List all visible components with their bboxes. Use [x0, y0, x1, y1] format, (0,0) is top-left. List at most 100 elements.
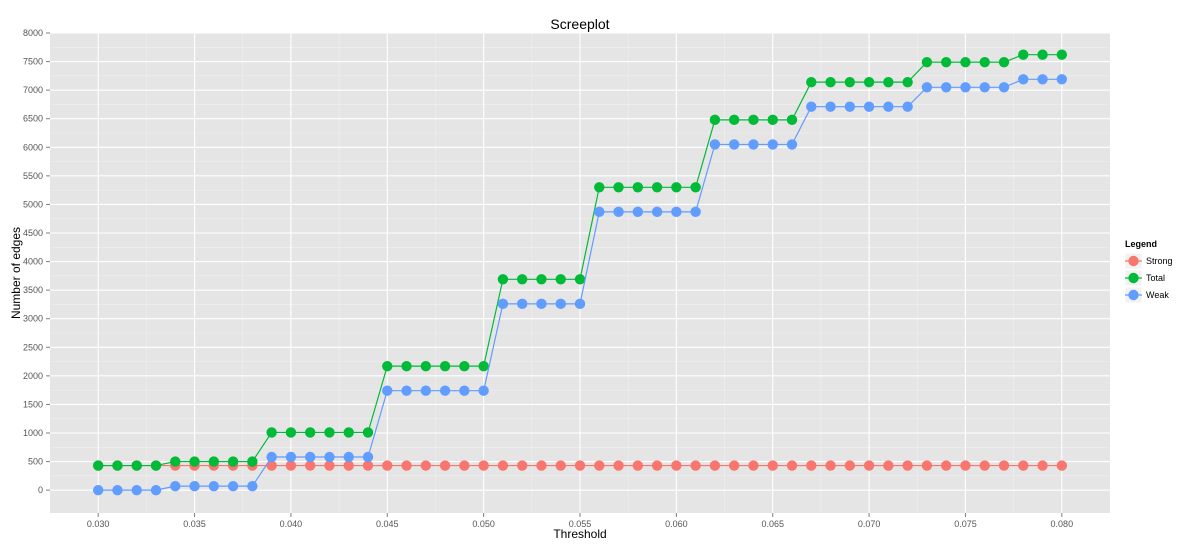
point-strong: [343, 460, 354, 471]
x-axis-ticks: 0.030 0.035 0.040 0.045 0.050 0.055 0.060 0.065…: [87, 513, 1073, 529]
point-total: [786, 114, 798, 126]
point-total: [613, 182, 624, 193]
point-total: [921, 56, 933, 68]
y-tick-label: 7500: [23, 57, 43, 67]
point-total: [594, 182, 605, 193]
y-axis-ticks: 0 500 1000 1500 2000 2500 3000 3500 4000 4500 5000…: [23, 28, 50, 495]
point-weak: [574, 298, 586, 310]
point-total: [748, 114, 759, 126]
y-tick-label: 3500: [23, 285, 43, 295]
legend-label-total: Total: [1146, 273, 1165, 283]
point-weak: [227, 480, 239, 492]
point-weak: [671, 206, 682, 218]
legend: Legend Strong Total Weak: [1124, 239, 1173, 304]
point-total: [728, 114, 740, 126]
y-tick-label: 6500: [23, 114, 43, 124]
point-total: [979, 56, 990, 68]
point-weak: [362, 451, 374, 463]
point-total: [189, 456, 200, 467]
point-total: [825, 76, 836, 88]
point-strong: [594, 460, 605, 471]
x-tick-label: 0.035: [183, 519, 206, 529]
point-strong: [266, 460, 277, 471]
point-strong: [362, 460, 374, 471]
point-total: [304, 427, 316, 438]
point-strong: [883, 460, 894, 471]
point-weak: [1037, 74, 1048, 85]
point-strong: [304, 460, 316, 471]
point-weak: [690, 206, 701, 218]
point-total: [150, 460, 162, 471]
point-strong: [497, 460, 509, 471]
point-total: [382, 360, 393, 372]
y-tick-label: 3000: [23, 314, 43, 324]
point-weak: [516, 298, 528, 310]
point-total: [131, 460, 142, 471]
point-weak: [825, 101, 836, 112]
point-total: [1018, 49, 1029, 60]
x-tick-label: 0.060: [665, 519, 688, 529]
point-strong: [1018, 460, 1029, 471]
point-strong: [709, 460, 721, 471]
point-total: [902, 76, 913, 88]
point-weak: [709, 139, 721, 150]
y-tick-label: 1000: [23, 428, 43, 438]
point-total: [170, 456, 181, 467]
point-strong: [439, 460, 451, 471]
point-total: [362, 427, 374, 438]
point-strong: [382, 460, 393, 471]
point-strong: [420, 460, 432, 471]
point-weak: [112, 484, 123, 496]
y-tick-label: 4500: [23, 228, 43, 238]
y-tick-label: 2000: [23, 371, 43, 381]
point-total: [767, 114, 778, 126]
point-strong: [921, 460, 933, 471]
point-weak: [863, 101, 875, 112]
y-tick-label: 1500: [23, 399, 43, 409]
point-total: [516, 274, 528, 285]
point-weak: [651, 206, 663, 218]
point-weak: [459, 385, 470, 396]
point-total: [709, 114, 721, 126]
point-weak: [324, 451, 335, 463]
point-strong: [767, 460, 778, 471]
y-tick-label: 5500: [23, 171, 43, 181]
point-total: [112, 460, 123, 471]
point-total: [690, 182, 701, 193]
point-weak: [266, 451, 277, 463]
point-total: [439, 360, 451, 372]
point-strong: [960, 460, 971, 471]
point-weak: [247, 480, 258, 492]
y-tick-label: 7000: [23, 85, 43, 95]
point-total: [478, 360, 489, 372]
data-series: [92, 49, 1068, 496]
point-total: [1037, 49, 1048, 60]
point-total: [497, 274, 509, 285]
point-strong: [555, 460, 566, 471]
x-tick-label: 0.080: [1051, 519, 1074, 529]
point-weak: [420, 385, 432, 396]
legend-point-weak: [1128, 289, 1139, 301]
point-strong: [651, 460, 663, 471]
legend-point-strong: [1128, 255, 1139, 267]
point-weak: [285, 451, 297, 463]
point-strong: [459, 460, 470, 471]
y-tick-label: 4000: [23, 257, 43, 267]
point-weak: [806, 101, 817, 112]
point-weak: [883, 101, 894, 112]
y-tick-label: 5000: [23, 199, 43, 209]
point-weak: [1056, 74, 1068, 85]
point-weak: [767, 139, 778, 150]
legend-label-weak: Weak: [1146, 290, 1169, 300]
point-weak: [902, 101, 913, 112]
point-strong: [1056, 460, 1068, 471]
point-total: [883, 76, 894, 88]
point-weak: [594, 206, 605, 218]
point-weak: [998, 82, 1010, 93]
point-strong: [324, 460, 335, 471]
point-weak: [92, 484, 104, 496]
point-weak: [1018, 74, 1029, 85]
chart-title: Screeplot: [550, 16, 609, 32]
point-total: [1056, 49, 1068, 60]
point-strong: [748, 460, 759, 471]
